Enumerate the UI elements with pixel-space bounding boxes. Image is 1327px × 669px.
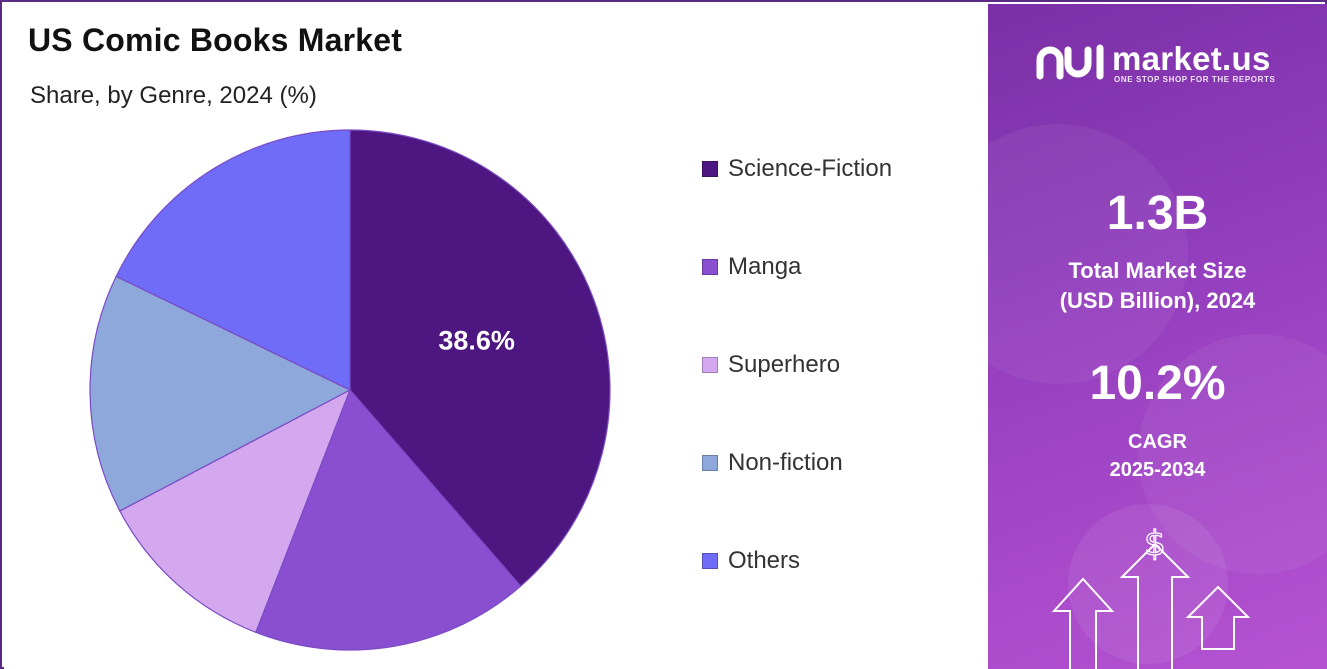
pie-slice-science-fiction [349,129,611,587]
legend-swatch [702,161,718,177]
market-size-label-line1: Total Market Size [1068,258,1247,283]
cagr-label: CAGR 2025-2034 [988,428,1327,484]
cagr-value: 10.2% [1089,357,1226,410]
pie-chart: 38.6% [89,129,611,651]
legend-item-science-fiction: Science-Fiction [702,154,892,184]
legend-item-others: Others [702,546,800,576]
legend-label: Science-Fiction [728,155,893,182]
cagr-label-line1: CAGR [1128,431,1187,453]
legend-swatch [702,455,718,471]
legend-item-superhero: Superhero [702,350,840,380]
background-decoration [1138,334,1327,574]
chart-subtitle: Share, by Genre, 2024 (%) [30,82,317,109]
pie-slice-manga [255,388,522,651]
legend-swatch [702,357,718,373]
brand-tagline: ONE STOP SHOP FOR THE REPORTS [1114,75,1276,84]
legend-label: Others [728,547,801,574]
chart-title: US Comic Books Market [28,22,403,58]
legend-label: Non-fiction [728,449,843,476]
legend-label: Manga [728,253,802,280]
legend-swatch [702,553,718,569]
data-label-science-fiction: 38.6% [438,326,515,356]
legend-swatch [702,259,718,275]
chart-panel: US Comic Books Market Share, by Genre, 2… [4,4,988,669]
cagr-label-line2: 2025-2034 [1109,459,1206,481]
brand-name: market.us [1112,40,1271,77]
pie-slice-others [115,129,351,391]
legend-label: Superhero [728,351,841,378]
pie-slice-superhero [119,388,352,634]
up-arrow-icon [1119,542,1191,669]
market-size-label-line2: (USD Billion), 2024 [1059,288,1256,313]
stats-panel: market.us ONE STOP SHOP FOR THE REPORTS … [988,4,1327,669]
up-arrow-icon [1185,585,1251,650]
background-decoration [988,124,1188,384]
market-size-value: 1.3B [1106,187,1209,240]
market-us-logo-icon [1036,44,1104,80]
market-size-label: Total Market Size (USD Billion), 2024 [988,256,1327,316]
pie-slice-non-fiction [89,275,352,512]
growth-graphic: $ [1051,523,1251,669]
legend-item-manga: Manga [702,252,801,282]
up-arrow-icon [1051,577,1115,669]
legend-item-non-fiction: Non-fiction [702,448,843,478]
